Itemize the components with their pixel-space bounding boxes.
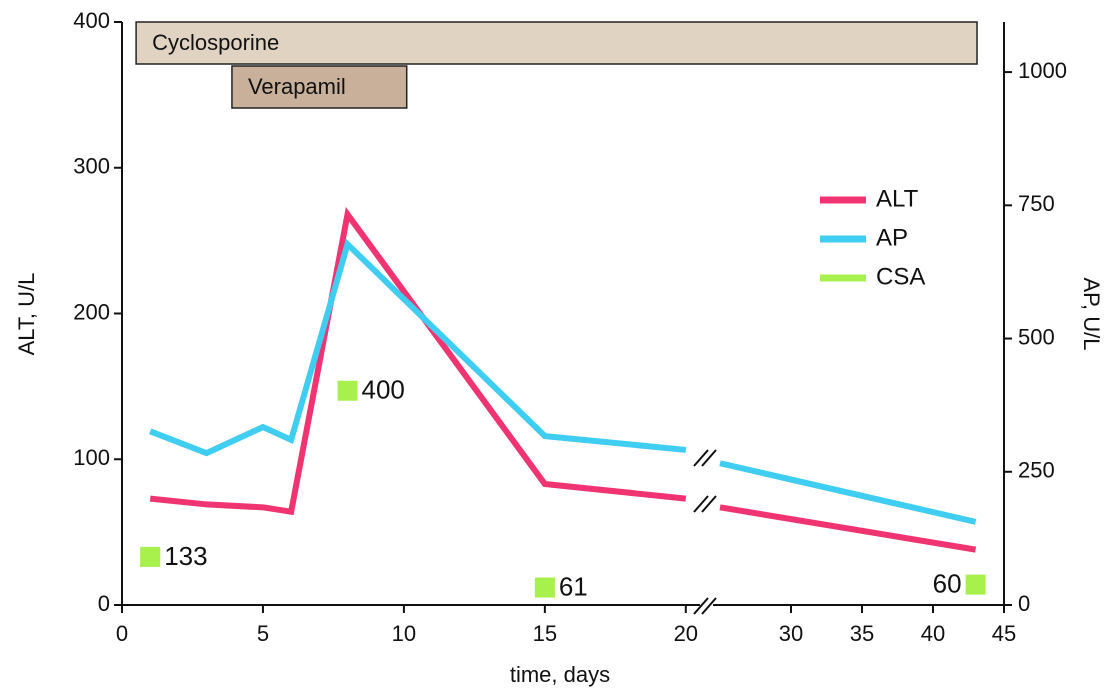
y2-tick-label: 750	[1018, 191, 1055, 216]
x-tick-label: 30	[779, 621, 803, 646]
x-tick-label: 45	[992, 621, 1016, 646]
csa-label: 400	[362, 375, 405, 405]
y-tick-label: 300	[73, 154, 110, 179]
x-tick-label: 10	[392, 621, 416, 646]
data-line	[149, 207, 687, 516]
y-tick-label: 100	[73, 445, 110, 470]
data-line	[149, 238, 687, 457]
csa-marker	[965, 574, 986, 595]
data-line	[719, 504, 977, 553]
drug-bar	[231, 65, 408, 109]
y2-tick-label: 1000	[1018, 58, 1067, 83]
x-tick-label: 20	[674, 621, 698, 646]
y2-axis-label: AP, U/L	[1079, 278, 1104, 351]
csa-marker	[337, 380, 358, 401]
csa-label: 133	[164, 541, 207, 571]
x-tick-label: 0	[116, 621, 128, 646]
drug-bar	[135, 21, 978, 65]
y-axis-label: ALT, U/L	[14, 273, 39, 356]
axis-break	[693, 449, 717, 615]
x-tick-label: 5	[257, 621, 269, 646]
legend-label: ALT	[876, 185, 919, 212]
y2-tick-label: 250	[1018, 458, 1055, 483]
x-tick-label: 35	[850, 621, 874, 646]
drug-label: Verapamil	[248, 74, 346, 99]
csa-label: 60	[933, 568, 962, 598]
drug-label: Cyclosporine	[152, 30, 279, 55]
y2-tick-label: 500	[1018, 324, 1055, 349]
legend-label: CSA	[876, 263, 925, 290]
x-tick-label: 15	[533, 621, 557, 646]
y-tick-label: 400	[73, 8, 110, 33]
y-tick-label: 0	[98, 591, 110, 616]
x-tick-label: 40	[921, 621, 945, 646]
csa-marker	[140, 546, 161, 567]
data-line	[719, 460, 977, 525]
y2-tick-label: 0	[1018, 591, 1030, 616]
csa-label: 61	[559, 571, 588, 601]
legend-label: AP	[876, 224, 908, 251]
csa-marker	[534, 577, 555, 598]
x-axis-label: time, days	[510, 662, 610, 687]
y-tick-label: 200	[73, 299, 110, 324]
